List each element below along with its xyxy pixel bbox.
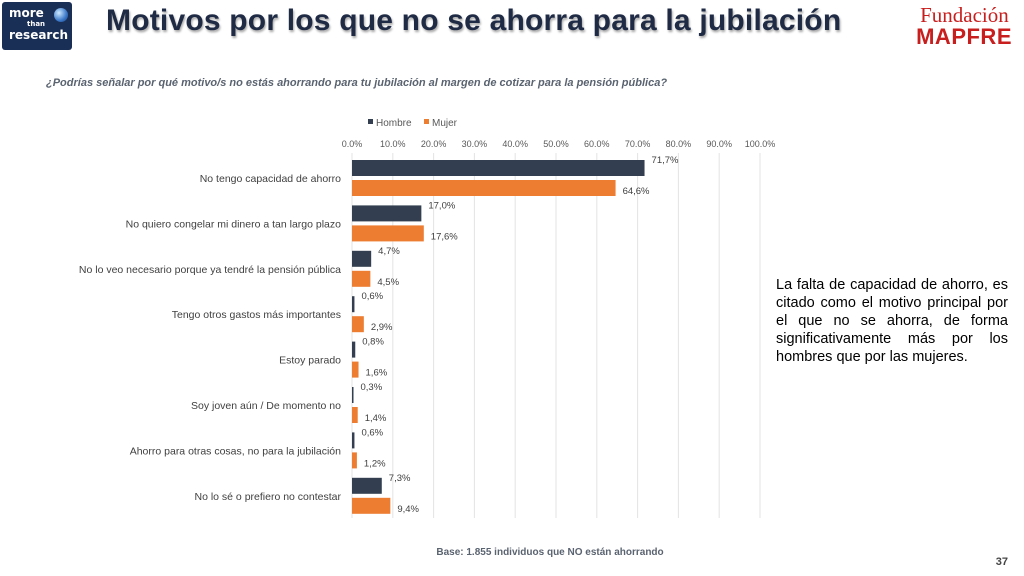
data-label-hombre: 0,8% xyxy=(362,337,384,348)
bar-hombre xyxy=(352,205,422,222)
category-label: Estoy parado xyxy=(279,355,341,367)
category-label: Ahorro para otras cosas, no para la jubi… xyxy=(130,445,341,457)
data-label-mujer: 1,2% xyxy=(364,458,386,469)
more-than-research-logo: more than research xyxy=(2,2,72,50)
brand-line-2: MAPFRE xyxy=(916,24,1012,49)
bar-mujer xyxy=(352,270,371,287)
logo-line-2: than xyxy=(27,20,46,28)
bar-hombre xyxy=(352,250,372,267)
insight-note: La falta de capacidad de ahorro, es cita… xyxy=(776,277,1008,365)
bar-hombre xyxy=(352,432,355,449)
legend-label-mujer: Mujer xyxy=(432,118,458,129)
base-footnote: Base: 1.855 individuos que NO están ahor… xyxy=(436,547,664,558)
x-tick-label: 90.0% xyxy=(706,139,732,149)
x-tick-label: 80.0% xyxy=(666,139,692,149)
bar-hombre xyxy=(352,160,645,176)
bar-mujer xyxy=(352,452,357,469)
x-tick-label: 50.0% xyxy=(543,139,569,149)
fundacion-mapfre-logo: Fundación MAPFRE xyxy=(916,4,1012,48)
logo-line-3: research xyxy=(9,28,69,42)
x-tick-label: 10.0% xyxy=(380,139,406,149)
data-label-hombre: 0,6% xyxy=(361,291,383,302)
data-label-mujer: 1,6% xyxy=(366,368,388,379)
legend-swatch-hombre xyxy=(368,119,373,124)
x-tick-label: 20.0% xyxy=(421,139,447,149)
data-label-mujer: 9,4% xyxy=(397,504,419,515)
data-label-hombre: 17,0% xyxy=(428,200,455,211)
data-label-hombre: 4,7% xyxy=(378,246,400,257)
bar-mujer xyxy=(352,497,391,514)
x-tick-label: 70.0% xyxy=(625,139,651,149)
globe-icon xyxy=(54,8,68,22)
logo-line-1: more xyxy=(9,6,44,20)
x-tick-label: 60.0% xyxy=(584,139,610,149)
category-label: Soy joven aún / De momento no xyxy=(191,400,341,412)
x-tick-label: 0.0% xyxy=(342,139,363,149)
legend-label-hombre: Hombre xyxy=(376,118,412,129)
data-label-hombre: 7,3% xyxy=(389,473,411,484)
bar-hombre xyxy=(352,341,356,358)
bar-mujer xyxy=(352,180,616,196)
category-label: No quiero congelar mi dinero a tan largo… xyxy=(126,218,342,230)
brand-line-1: Fundación xyxy=(920,3,1009,27)
page-title: Motivos por los que no se ahorra para la… xyxy=(106,4,842,37)
x-tick-label: 30.0% xyxy=(462,139,488,149)
bar-hombre xyxy=(352,477,382,494)
data-label-hombre: 0,3% xyxy=(361,382,383,393)
data-label-mujer: 2,9% xyxy=(371,322,393,333)
data-label-hombre: 71,7% xyxy=(652,155,679,166)
data-label-mujer: 64,6% xyxy=(623,186,650,197)
x-tick-label: 40.0% xyxy=(502,139,528,149)
category-label: No tengo capacidad de ahorro xyxy=(200,173,341,185)
page-number: 37 xyxy=(995,556,1008,568)
bar-mujer xyxy=(352,407,358,423)
data-label-mujer: 1,4% xyxy=(365,413,387,424)
bar-hombre xyxy=(352,296,355,313)
bar-hombre xyxy=(352,387,354,403)
data-label-hombre: 0,6% xyxy=(361,427,383,438)
legend-swatch-mujer xyxy=(424,119,429,124)
survey-question: ¿Podrías señalar por qué motivo/s no est… xyxy=(46,77,668,89)
data-label-mujer: 17,6% xyxy=(431,231,458,242)
category-label: Tengo otros gastos más importantes xyxy=(172,309,341,321)
data-label-mujer: 4,5% xyxy=(377,277,399,288)
bar-mujer xyxy=(352,316,364,333)
category-label: No lo sé o prefiero no contestar xyxy=(195,491,342,503)
category-label: No lo veo necesario porque ya tendré la … xyxy=(79,264,341,276)
bar-mujer xyxy=(352,225,424,242)
bar-mujer xyxy=(352,361,359,378)
x-tick-label: 100.0% xyxy=(745,139,776,149)
